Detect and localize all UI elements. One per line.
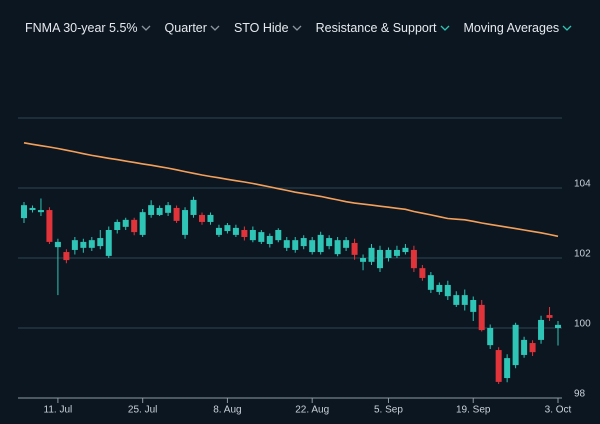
candle-body — [427, 275, 434, 290]
candle-body — [444, 284, 451, 297]
menu-item[interactable]: STO Hide — [234, 21, 302, 35]
candle-body — [326, 238, 333, 247]
candle-body — [46, 210, 53, 242]
candle-body — [385, 249, 392, 258]
y-tick-label: 100 — [574, 319, 591, 330]
candle-body — [512, 324, 519, 366]
candle-body — [529, 343, 536, 353]
menu-label: Resistance & Support — [315, 21, 437, 35]
candle-body — [139, 212, 146, 235]
candle-body — [377, 249, 383, 269]
candle-body — [258, 232, 265, 242]
candle-body — [402, 247, 409, 253]
candle-body — [199, 214, 205, 222]
menu-item[interactable]: Resistance & Support — [316, 21, 450, 35]
chevron — [292, 25, 302, 31]
moving-average-line — [23, 142, 559, 238]
toolbar: FNMA 30-year 5.5% Quarter STO Hide Resistan… — [0, 0, 600, 56]
y-tick-label: 102 — [574, 249, 591, 260]
x-tick-label: 19. Sep — [456, 405, 491, 416]
candle-body — [470, 300, 477, 312]
chevron-path — [141, 25, 151, 31]
candle-body — [21, 205, 27, 219]
x-tick-label: 8. Aug — [213, 405, 241, 416]
candle-body — [495, 350, 502, 382]
candle-body — [317, 234, 324, 253]
candle-body — [555, 324, 561, 328]
candle-body — [300, 238, 307, 247]
candle-body — [80, 241, 87, 248]
candle-body — [97, 238, 104, 247]
menu-item[interactable]: Quarter — [165, 21, 220, 35]
menu-label: Moving Averages — [463, 21, 560, 35]
x-tick-label: 22. Aug — [295, 405, 329, 416]
candle-body — [368, 247, 375, 262]
candle-body — [419, 268, 426, 278]
candle-body — [190, 199, 197, 215]
candle-body — [114, 221, 121, 230]
candle-body — [173, 207, 180, 221]
candle-body — [224, 225, 231, 232]
candle-body — [156, 207, 163, 215]
candle-body — [453, 295, 460, 305]
x-tick-label: 5. Sep — [374, 405, 403, 416]
menu-label: STO Hide — [233, 21, 289, 35]
x-tick-label: 25. Jul — [128, 405, 157, 416]
candle-body — [207, 214, 214, 222]
menu-item[interactable]: Moving Averages — [464, 21, 573, 35]
candle-body — [88, 240, 95, 248]
chevron — [210, 25, 220, 31]
candle-body — [266, 235, 273, 244]
chevron-path — [210, 25, 220, 31]
chevron-path — [440, 25, 449, 31]
candle-body — [504, 358, 511, 379]
candle-body — [54, 241, 61, 248]
candle-body — [393, 249, 400, 256]
chevron — [440, 25, 449, 31]
candle-body — [215, 227, 222, 235]
candle-body — [165, 205, 172, 213]
x-tick-label: 11. Jul — [44, 405, 73, 416]
candle-body — [241, 230, 248, 237]
chevron-path — [562, 25, 572, 31]
candle-body — [334, 240, 341, 255]
candle-body — [343, 240, 350, 248]
candle-body — [131, 219, 138, 233]
candle-body — [122, 219, 129, 227]
candle-body — [283, 240, 290, 248]
candle-body — [275, 230, 282, 241]
candle-body — [351, 242, 358, 255]
candle-body — [309, 240, 316, 253]
y-tick-label: 104 — [574, 179, 591, 190]
candle-body — [487, 328, 494, 346]
candle-body — [478, 304, 485, 331]
candle-body — [29, 207, 36, 211]
candle-body — [71, 240, 78, 250]
menu-item[interactable]: FNMA 30-year 5.5% — [25, 21, 151, 35]
candle-body — [461, 295, 468, 305]
y-tick-label: 98 — [574, 389, 586, 400]
candle-body — [37, 210, 44, 213]
candle-body — [249, 230, 256, 241]
chevron — [562, 25, 572, 31]
chevron-path — [292, 25, 302, 31]
x-tick-label: 3. Oct — [545, 405, 572, 416]
candle-body — [292, 240, 299, 250]
menu-label: FNMA 30-year 5.5% — [25, 21, 138, 35]
candle-body — [63, 252, 70, 261]
candle-body — [436, 284, 443, 292]
candle-body — [148, 205, 155, 215]
candle-body — [410, 249, 417, 269]
chevron — [141, 25, 151, 31]
candle-body — [546, 315, 553, 318]
candle-body — [360, 258, 367, 262]
menu-label: Quarter — [164, 21, 207, 35]
candle-body — [182, 210, 189, 235]
candle-body — [105, 230, 112, 256]
candle-body — [521, 339, 528, 355]
candle-body — [232, 227, 239, 235]
candle-body — [538, 319, 545, 340]
